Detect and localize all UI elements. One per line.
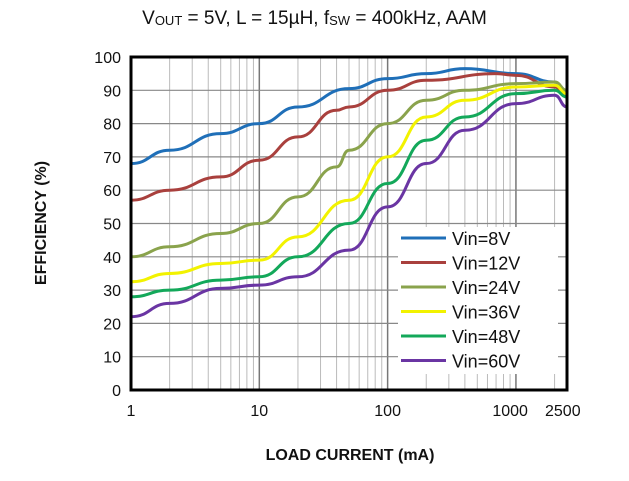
y-tick-label: 90 bbox=[103, 83, 121, 100]
chart-title: VOUT = 5V, L = 15µH, fSW = 400kHz, AAM bbox=[142, 8, 487, 29]
series-line-vin-36v bbox=[130, 83, 568, 284]
series-line-vin-8v bbox=[130, 67, 568, 166]
y-tick-label: 60 bbox=[103, 183, 121, 200]
series-line-vin-24v bbox=[130, 80, 568, 259]
plot-frame bbox=[129, 55, 569, 392]
y-tick-label: 80 bbox=[103, 117, 121, 134]
x-tick-label: 100 bbox=[374, 403, 401, 420]
y-tick-label: 70 bbox=[103, 150, 121, 167]
legend-label: Vin=8V bbox=[452, 229, 510, 249]
legend-label: Vin=48V bbox=[452, 327, 520, 347]
x-axis-label: LOAD CURRENT (mA) bbox=[266, 447, 435, 464]
series-line-vin-48v bbox=[130, 88, 568, 299]
y-tick-label: 0 bbox=[112, 383, 121, 400]
x-tick-label: 1000 bbox=[492, 403, 528, 420]
y-tick-label: 30 bbox=[103, 283, 121, 300]
x-tick-label: 10 bbox=[250, 403, 268, 420]
y-tick-label: 40 bbox=[103, 250, 121, 267]
x-tick-label: 2500 bbox=[545, 403, 581, 420]
legend-label: Vin=60V bbox=[452, 352, 520, 372]
y-tick-label: 10 bbox=[103, 350, 121, 367]
y-tick-label: 20 bbox=[103, 316, 121, 333]
legend-label: Vin=12V bbox=[452, 254, 520, 274]
y-tick-label: 100 bbox=[94, 50, 121, 67]
legend-box bbox=[398, 227, 558, 374]
y-tick-label: 50 bbox=[103, 217, 121, 234]
x-tick-label: 1 bbox=[127, 403, 136, 420]
series-line-vin-60v bbox=[130, 93, 568, 319]
legend-label: Vin=36V bbox=[452, 303, 520, 323]
y-axis-label: EFFICIENCY (%) bbox=[33, 161, 50, 285]
series-line-vin-12v bbox=[130, 72, 568, 202]
legend-label: Vin=24V bbox=[452, 278, 520, 298]
